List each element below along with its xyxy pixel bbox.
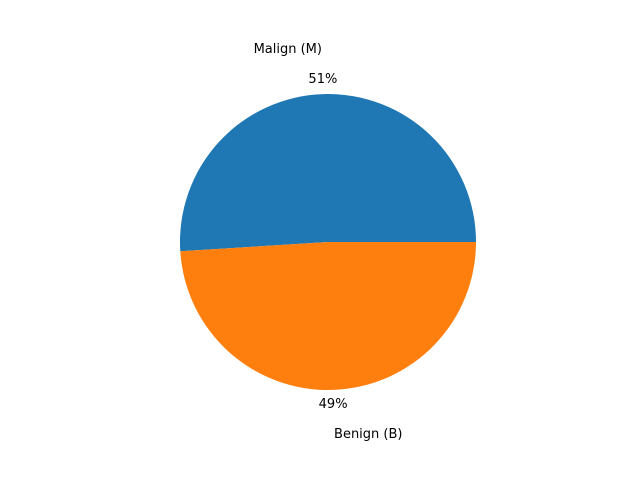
pie-category-label-1: Malign (M) (254, 42, 322, 57)
pie-slices (180, 94, 476, 391)
pie-category-label-2: Benign (B) (334, 427, 402, 442)
pie-labels: 51% Malign (M) 49% Benign (B) (254, 42, 403, 442)
pie-slice-1 (180, 94, 476, 252)
pie-slice-2 (180, 242, 476, 391)
pie-pct-label-1: 51% (308, 72, 337, 87)
pie-pct-label-2: 49% (319, 397, 348, 412)
